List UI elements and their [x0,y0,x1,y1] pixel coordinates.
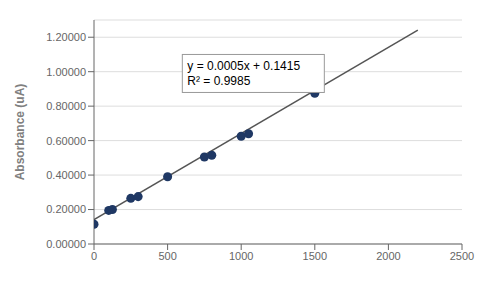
svg-text:0.20000: 0.20000 [46,203,86,215]
svg-text:0.60000: 0.60000 [46,135,86,147]
svg-text:0.00000: 0.00000 [46,238,86,250]
svg-text:Absorbance (uA): Absorbance (uA) [13,84,27,181]
svg-text:500: 500 [158,250,176,262]
svg-text:1500: 1500 [303,250,327,262]
svg-text:0.40000: 0.40000 [46,169,86,181]
svg-text:1.20000: 1.20000 [46,31,86,43]
svg-text:1.00000: 1.00000 [46,66,86,78]
svg-text:2500: 2500 [450,250,474,262]
svg-text:0: 0 [91,250,97,262]
svg-text:2000: 2000 [376,250,400,262]
svg-text:1000: 1000 [229,250,253,262]
svg-text:R² = 0.9985: R² = 0.9985 [187,74,250,88]
svg-text:0.80000: 0.80000 [46,100,86,112]
svg-text:y = 0.0005x + 0.1415: y = 0.0005x + 0.1415 [187,59,300,73]
